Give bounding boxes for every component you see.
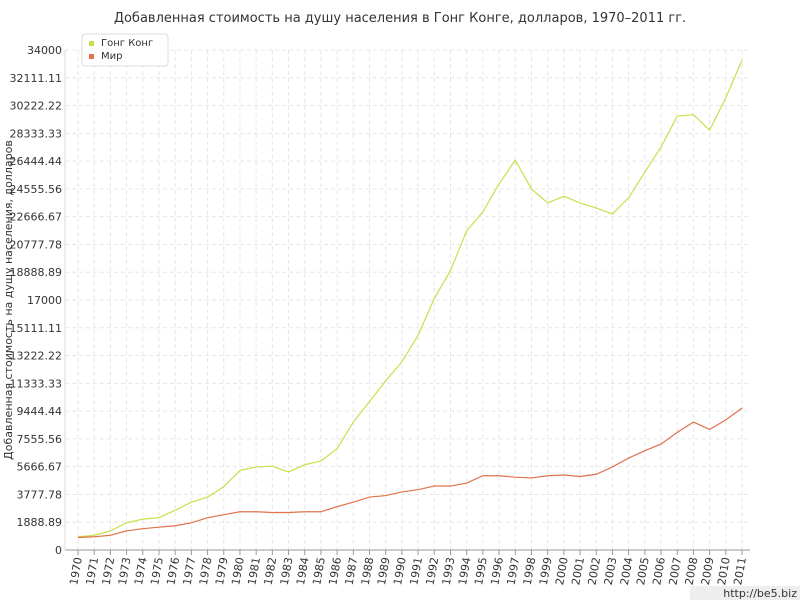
line xyxy=(77,407,743,539)
x-tick-label: 1983 xyxy=(278,556,296,586)
watermark-bg xyxy=(690,586,800,600)
x-tick-label: 1987 xyxy=(343,556,361,586)
y-tick-label: 32111.11 xyxy=(10,72,63,85)
x-tick-label: 1984 xyxy=(294,556,312,586)
x-tick-label: 1972 xyxy=(100,556,118,586)
x-tick-label: 2005 xyxy=(634,556,652,586)
x-tick-label: 1974 xyxy=(132,556,150,586)
x-tick-label: 2011 xyxy=(731,556,749,586)
y-tick-label: 28333.33 xyxy=(10,127,63,140)
y-tick-label: 15111.11 xyxy=(10,322,63,335)
x-tick-label: 1971 xyxy=(83,556,101,586)
x-tick-label: 1978 xyxy=(197,556,215,586)
legend-label: Мир xyxy=(101,51,122,62)
x-tick-label: 2002 xyxy=(586,556,604,586)
x-tick-label: 1979 xyxy=(213,556,231,586)
x-tick-label: 1998 xyxy=(521,556,539,586)
y-tick-label: 5666.67 xyxy=(17,461,63,474)
y-tick-label: 3777.78 xyxy=(17,488,63,501)
x-tick-label: 2006 xyxy=(650,556,668,586)
x-tick-label: 1995 xyxy=(472,556,490,586)
x-tick-label: 1988 xyxy=(359,556,377,586)
y-tick-label: 22666.67 xyxy=(10,211,63,224)
legend-swatch xyxy=(89,54,94,59)
x-tick-label: 1973 xyxy=(116,556,134,586)
x-tick-label: 1982 xyxy=(262,556,280,586)
x-tick-label: 1994 xyxy=(456,556,474,586)
y-tick-label: 13222.22 xyxy=(10,350,63,363)
y-tick-label: 30222.22 xyxy=(10,100,63,113)
x-tick-label: 1993 xyxy=(440,556,458,586)
y-tick-label: 0 xyxy=(55,544,62,557)
y-tick-label: 26444.44 xyxy=(10,155,63,168)
x-tick-label: 2003 xyxy=(602,556,620,586)
y-tick-label: 17000 xyxy=(27,294,62,307)
y-tick-label: 18888.89 xyxy=(10,266,63,279)
x-tick-label: 1980 xyxy=(229,556,247,586)
x-tick-label: 1997 xyxy=(505,556,523,586)
x-tick-label: 2010 xyxy=(715,556,733,586)
x-tick-label: 2009 xyxy=(699,556,717,586)
legend-box xyxy=(81,33,169,67)
x-tick-label: 1985 xyxy=(310,556,328,586)
y-tick-label: 7555.56 xyxy=(17,433,63,446)
line xyxy=(77,60,743,538)
x-tick-label: 1999 xyxy=(537,556,555,586)
x-tick-label: 1981 xyxy=(245,556,263,586)
legend-label: Гонг Конг xyxy=(101,38,153,49)
x-tick-label: 2007 xyxy=(667,556,685,586)
x-tick-label: 1977 xyxy=(181,556,199,586)
x-tick-label: 1990 xyxy=(391,556,409,586)
chart-title: Добавленная стоимость на душу населения … xyxy=(114,11,686,26)
legend-swatch xyxy=(89,41,94,46)
x-tick-label: 1996 xyxy=(488,556,506,586)
x-tick-label: 1975 xyxy=(148,556,166,586)
y-axis-label: Добавленная стоимость на душу населения,… xyxy=(2,140,15,460)
y-tick-label: 11333.33 xyxy=(10,377,63,390)
x-tick-label: 2004 xyxy=(618,556,636,586)
x-tick-label: 1992 xyxy=(424,556,442,586)
x-tick-label: 1970 xyxy=(67,556,85,586)
x-tick-label: 2001 xyxy=(569,556,587,586)
x-tick-label: 1989 xyxy=(375,556,393,586)
y-tick-label: 34000 xyxy=(27,44,62,57)
x-tick-label: 1986 xyxy=(326,556,344,586)
y-tick-label: 24555.56 xyxy=(10,183,63,196)
x-tick-label: 1991 xyxy=(407,556,425,586)
x-tick-label: 1976 xyxy=(164,556,182,586)
y-tick-label: 20777.78 xyxy=(10,238,63,251)
x-tick-label: 2008 xyxy=(683,556,701,586)
watermark: http://be5.biz xyxy=(723,587,797,600)
y-tick-label: 1888.89 xyxy=(17,516,63,529)
x-tick-label: 2000 xyxy=(553,556,571,586)
y-tick-label: 9444.44 xyxy=(17,405,63,418)
